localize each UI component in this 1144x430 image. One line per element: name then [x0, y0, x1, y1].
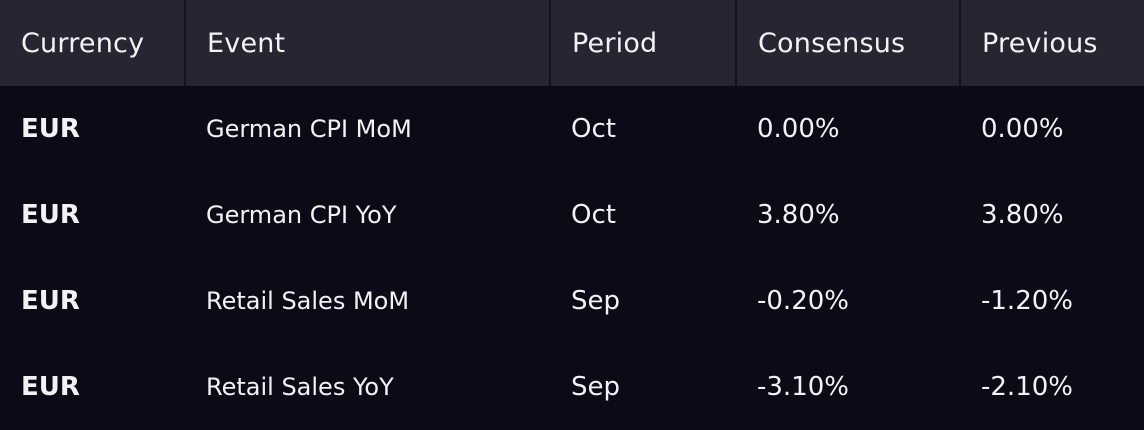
header-previous: Previous [982, 27, 1098, 59]
cell-previous: -1.20% [981, 286, 1073, 316]
cell-period: Sep [571, 286, 621, 316]
cell-currency: EUR [21, 114, 80, 144]
cell-previous: -2.10% [981, 372, 1073, 402]
cell-event: German CPI MoM [206, 115, 412, 143]
cell-currency: EUR [21, 372, 80, 402]
cell-event: German CPI YoY [206, 201, 397, 229]
cell-previous: 0.00% [981, 114, 1064, 144]
header-period: Period [550, 0, 737, 86]
table-row: EUR German CPI MoM Oct 0.00% 0.00% [0, 86, 1144, 172]
header-consensus: Consensus [736, 0, 961, 86]
cell-period: Oct [571, 114, 616, 144]
cell-currency: EUR [21, 286, 80, 316]
cell-consensus: 3.80% [757, 200, 840, 230]
table-row: EUR Retail Sales YoY Sep -3.10% -2.10% [0, 344, 1144, 430]
cell-consensus: -3.10% [757, 372, 849, 402]
header-currency: Currency [0, 0, 186, 86]
table-header-row: Currency Event Period Consensus Previous [0, 0, 1144, 86]
cell-event: Retail Sales YoY [206, 373, 394, 401]
table-row: EUR German CPI YoY Oct 3.80% 3.80% [0, 172, 1144, 258]
header-event: Event [185, 0, 551, 86]
cell-period: Sep [571, 372, 621, 402]
cell-consensus: -0.20% [757, 286, 849, 316]
cell-consensus: 0.00% [757, 114, 840, 144]
cell-event: Retail Sales MoM [206, 287, 410, 315]
cell-currency: EUR [21, 200, 80, 230]
cell-period: Oct [571, 200, 616, 230]
table-row: EUR Retail Sales MoM Sep -0.20% -1.20% [0, 258, 1144, 344]
cell-previous: 3.80% [981, 200, 1064, 230]
